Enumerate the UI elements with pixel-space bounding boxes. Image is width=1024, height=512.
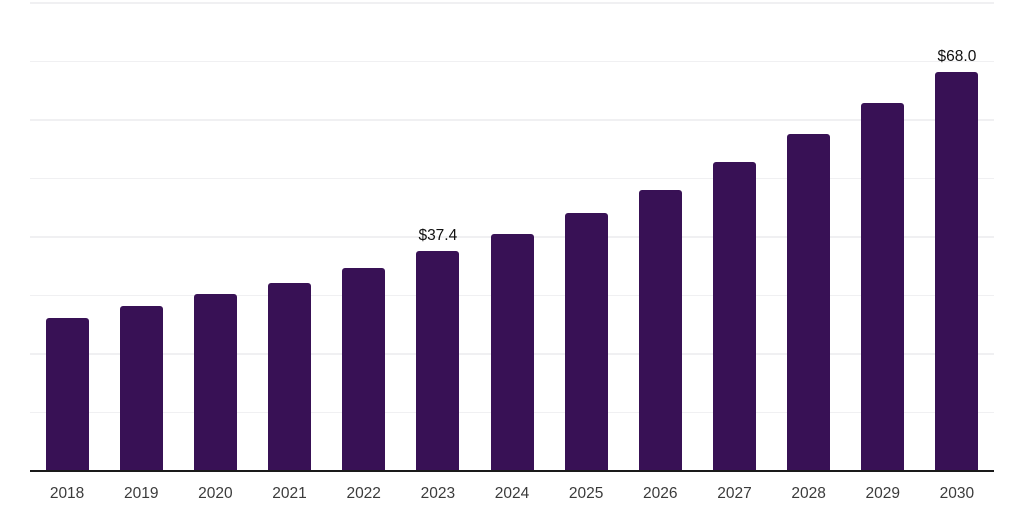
bar-2028 bbox=[787, 133, 831, 470]
x-tick-label: 2028 bbox=[791, 485, 826, 502]
x-tick-label: 2027 bbox=[717, 485, 752, 502]
y-gridline bbox=[30, 119, 994, 121]
x-tick-label: 2026 bbox=[643, 485, 678, 502]
x-tick-label: 2029 bbox=[865, 485, 901, 502]
bar-2020 bbox=[193, 293, 237, 470]
y-gridline bbox=[30, 60, 994, 62]
x-tick-label: 2030 bbox=[939, 485, 975, 502]
bar-2026 bbox=[638, 189, 682, 470]
bar-2019 bbox=[119, 306, 163, 470]
bar-2024 bbox=[490, 234, 534, 470]
x-tick-label: 2019 bbox=[123, 485, 159, 502]
bar-value-label-2023: $37.4 bbox=[418, 227, 458, 245]
y-gridline bbox=[30, 2, 994, 4]
x-axis-line bbox=[30, 470, 994, 472]
x-tick-label: 2023 bbox=[420, 485, 456, 502]
bar-2027 bbox=[712, 161, 756, 470]
x-tick-label: 2018 bbox=[49, 485, 85, 502]
x-tick-label: 2024 bbox=[494, 485, 530, 502]
bar-value-label-2030: $68.0 bbox=[937, 48, 977, 66]
y-gridline bbox=[30, 177, 994, 179]
bar-2029 bbox=[861, 103, 905, 470]
x-tick-label: 2025 bbox=[568, 485, 604, 502]
bar-2030 bbox=[935, 72, 979, 470]
bar-2022 bbox=[342, 268, 386, 470]
bar-2018 bbox=[45, 318, 89, 470]
x-tick-label: 2022 bbox=[346, 485, 381, 502]
x-tick-label: 2020 bbox=[198, 485, 233, 502]
bar-2025 bbox=[564, 212, 608, 470]
bar-2021 bbox=[268, 283, 312, 470]
x-tick-label: 2021 bbox=[272, 485, 307, 502]
bar-2023 bbox=[416, 251, 460, 470]
